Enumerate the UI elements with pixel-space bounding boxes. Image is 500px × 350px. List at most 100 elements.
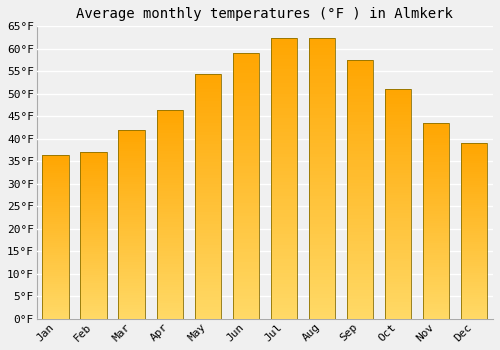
Bar bbox=[384, 285, 411, 287]
Bar bbox=[346, 73, 374, 76]
Bar bbox=[346, 313, 374, 316]
Bar bbox=[422, 162, 450, 165]
Bar bbox=[346, 125, 374, 128]
Bar bbox=[384, 239, 411, 241]
Bar bbox=[270, 305, 297, 308]
Bar bbox=[80, 286, 107, 288]
Bar bbox=[156, 157, 183, 159]
Bar bbox=[232, 266, 259, 269]
Bar bbox=[346, 134, 374, 138]
Bar bbox=[384, 132, 411, 135]
Bar bbox=[422, 297, 450, 299]
Bar bbox=[42, 288, 69, 290]
Bar bbox=[422, 236, 450, 238]
Bar bbox=[460, 293, 487, 295]
Bar bbox=[270, 136, 297, 140]
Bar bbox=[118, 243, 145, 246]
Bar bbox=[422, 299, 450, 302]
Bar bbox=[42, 196, 69, 198]
Bar bbox=[384, 244, 411, 247]
Bar bbox=[308, 164, 335, 168]
Bar bbox=[156, 306, 183, 308]
Bar bbox=[460, 264, 487, 266]
Bar bbox=[460, 275, 487, 277]
Bar bbox=[270, 171, 297, 175]
Bar bbox=[194, 205, 221, 209]
Bar bbox=[422, 277, 450, 280]
Bar bbox=[118, 142, 145, 144]
Bar bbox=[308, 55, 335, 59]
Bar bbox=[118, 168, 145, 170]
Bar bbox=[308, 248, 335, 252]
Bar bbox=[232, 213, 259, 216]
Bar bbox=[460, 268, 487, 271]
Bar bbox=[460, 290, 487, 293]
Bar bbox=[460, 198, 487, 201]
Bar bbox=[232, 232, 259, 236]
Bar bbox=[460, 295, 487, 297]
Bar bbox=[270, 161, 297, 164]
Bar bbox=[308, 48, 335, 51]
Bar bbox=[42, 243, 69, 245]
Bar bbox=[422, 282, 450, 285]
Bar bbox=[460, 253, 487, 255]
Bar bbox=[118, 137, 145, 139]
Bar bbox=[308, 37, 335, 319]
Bar bbox=[460, 159, 487, 161]
Bar bbox=[80, 169, 107, 171]
Bar bbox=[42, 155, 69, 319]
Bar bbox=[270, 37, 297, 319]
Bar bbox=[80, 209, 107, 211]
Bar bbox=[384, 173, 411, 175]
Bar bbox=[194, 190, 221, 193]
Bar bbox=[232, 216, 259, 219]
Bar bbox=[422, 204, 450, 206]
Bar bbox=[308, 273, 335, 277]
Bar bbox=[42, 317, 69, 319]
Bar bbox=[384, 121, 411, 124]
Bar bbox=[422, 287, 450, 289]
Bar bbox=[118, 130, 145, 319]
Bar bbox=[156, 222, 183, 225]
Bar bbox=[384, 175, 411, 178]
Bar bbox=[346, 108, 374, 112]
Bar bbox=[156, 110, 183, 319]
Bar bbox=[232, 57, 259, 60]
Bar bbox=[194, 77, 221, 80]
Bar bbox=[384, 170, 411, 173]
Bar bbox=[270, 259, 297, 262]
Bar bbox=[308, 125, 335, 129]
Bar bbox=[42, 224, 69, 226]
Bar bbox=[384, 135, 411, 138]
Bar bbox=[80, 190, 107, 192]
Bar bbox=[346, 267, 374, 270]
Bar bbox=[308, 196, 335, 199]
Bar bbox=[194, 227, 221, 230]
Bar bbox=[194, 202, 221, 205]
Bar bbox=[194, 307, 221, 310]
Bar bbox=[156, 308, 183, 311]
Bar bbox=[346, 316, 374, 319]
Bar bbox=[232, 239, 259, 243]
Bar bbox=[422, 292, 450, 294]
Bar bbox=[156, 303, 183, 306]
Bar bbox=[232, 133, 259, 136]
Bar bbox=[422, 245, 450, 248]
Bar bbox=[384, 213, 411, 216]
Bar bbox=[270, 104, 297, 108]
Bar bbox=[80, 175, 107, 177]
Bar bbox=[270, 83, 297, 87]
Bar bbox=[270, 231, 297, 234]
Bar bbox=[346, 144, 374, 147]
Bar bbox=[194, 236, 221, 239]
Bar bbox=[232, 146, 259, 149]
Bar bbox=[308, 37, 335, 41]
Bar bbox=[232, 53, 259, 319]
Bar bbox=[42, 200, 69, 202]
Bar bbox=[194, 89, 221, 92]
Bar bbox=[42, 239, 69, 241]
Bar bbox=[80, 186, 107, 188]
Bar bbox=[80, 257, 107, 259]
Bar bbox=[80, 159, 107, 161]
Bar bbox=[346, 241, 374, 244]
